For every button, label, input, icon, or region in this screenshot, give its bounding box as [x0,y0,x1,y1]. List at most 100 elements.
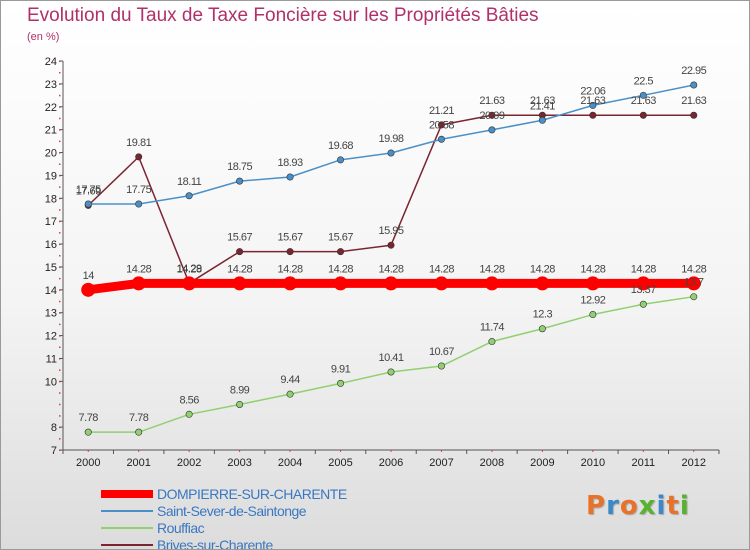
logo-letter: i [656,491,667,521]
data-label-brives: 19.81 [126,137,151,149]
data-label-brives: 21.63 [479,95,504,107]
y-tick-label: 15 [45,262,57,274]
data-point-brives [690,111,698,119]
data-label-brives: 14.29 [177,263,202,275]
data-label-brives: 15.67 [278,232,303,244]
y-minor-tick [59,312,61,314]
y-tick-label: 22 [45,102,57,114]
data-label-dompierre: 14.28 [580,263,605,275]
legend-swatch-saint-sever [101,509,153,512]
y-minor-tick [59,186,61,188]
data-label-dompierre: 14.28 [126,263,151,275]
data-label-dompierre: 14.28 [227,263,252,275]
data-label-dompierre: 14.28 [681,263,706,275]
data-label-brives: 17.69 [76,185,101,197]
data-point-rouffiac [589,311,597,319]
y-tick-label: 24 [45,56,57,68]
data-label-dompierre: 14.28 [631,263,656,275]
data-point-brives [286,248,294,256]
legend-swatch-dompierre [101,489,153,498]
data-point-brives [437,121,445,129]
y-minor-tick [59,277,61,280]
data-label-dompierre: 14.28 [378,263,403,275]
data-point-rouffiac [690,293,698,301]
chart-subtitle: (en %) [27,31,60,43]
data-point-saint-sever [589,101,597,109]
data-label-saint-sever: 20.58 [429,119,454,131]
data-label-saint-sever: 22.5 [634,75,654,87]
data-point-dompierre [182,276,197,291]
logo-letter: P [586,491,607,521]
data-point-rouffiac [387,368,395,376]
y-tick-label: 23 [45,79,57,91]
data-point-rouffiac [185,410,193,418]
legend-item-dompierre: DOMPIERRE-SUR-CHARENTE [101,485,347,502]
data-point-saint-sever [286,173,294,181]
y-minor-tick [59,71,61,74]
y-tick-label: 16 [45,239,57,251]
y-tick-label: 10 [45,376,57,388]
y-minor-tick [59,197,61,200]
logo-letter: r [606,491,620,521]
y-minor-tick [59,369,61,371]
y-tick-label: 13 [45,308,57,320]
series-line-rouffiac [87,295,695,433]
series-dompierre [81,276,701,297]
data-point-rouffiac [488,338,496,346]
data-label-saint-sever: 20.99 [479,110,504,122]
logo-letter: o [619,491,639,521]
x-tick-label: 2008 [480,457,504,469]
data-label-rouffiac: 11.74 [480,322,505,334]
y-minor-tick [59,94,61,97]
y-minor-tick [59,403,61,406]
x-tick-label: 2009 [530,457,554,469]
legend-label-dompierre: DOMPIERRE-SUR-CHARENTE [157,485,347,502]
data-label-saint-sever: 19.98 [378,133,403,145]
logo-letter: i [679,491,690,521]
legend-item-brives: Brives-sur-Charente [101,536,347,550]
y-minor-tick [59,220,61,223]
x-tick-label: 2000 [76,457,100,469]
data-point-brives [337,248,345,256]
data-point-brives [387,241,395,249]
data-point-saint-sever [185,192,193,200]
data-point-dompierre [81,282,96,297]
y-minor-tick [59,323,61,326]
data-label-rouffiac: 8.56 [179,394,199,406]
x-tick-label: 2010 [581,457,605,469]
legend-label-brives: Brives-sur-Charente [157,536,273,550]
legend-item-saint-sever: Saint-Sever-de-Saintonge [101,502,347,519]
data-label-rouffiac: 8.99 [230,384,250,396]
data-label-dompierre: 14.28 [429,263,454,275]
x-tick-label: 2007 [429,457,453,469]
y-minor-tick [59,380,61,383]
y-minor-tick [59,438,61,440]
data-label-saint-sever: 18.75 [227,161,252,173]
data-point-rouffiac [286,390,294,398]
data-label-brives: 21.21 [429,105,454,117]
y-minor-tick [59,209,61,211]
data-label-rouffiac: 7.78 [79,412,99,424]
data-point-saint-sever [538,116,546,124]
data-point-dompierre [686,276,701,291]
y-minor-tick [59,117,61,120]
data-point-saint-sever [639,91,647,99]
y-minor-tick [59,60,61,62]
y-tick-label: 18 [45,193,57,205]
data-label-saint-sever: 18.93 [278,157,303,169]
x-tick-label: 2001 [126,457,150,469]
proxiti-logo: Proxiti [586,491,690,521]
y-minor-tick [59,140,61,143]
data-label-rouffiac: 9.91 [331,363,351,375]
y-minor-tick [59,106,61,108]
data-point-dompierre [333,276,348,291]
data-point-dompierre [434,276,449,291]
y-tick-label: 11 [46,353,57,365]
data-point-brives [236,248,244,256]
data-point-rouffiac [437,362,445,370]
data-point-dompierre [283,276,298,291]
data-point-dompierre [535,276,550,291]
y-tick-label: 20 [45,148,57,160]
legend: DOMPIERRE-SUR-CHARENTE Saint-Sever-de-Sa… [101,485,347,550]
